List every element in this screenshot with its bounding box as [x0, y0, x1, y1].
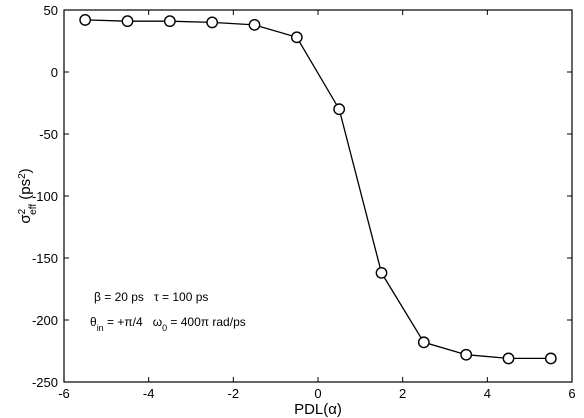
y-axis-title-unit-sup: 2	[17, 173, 28, 179]
series-line	[85, 19, 551, 360]
annotation-theta-rest: = +π/4	[104, 315, 143, 329]
data-point-marker	[333, 103, 346, 116]
y-tick-label: -50	[39, 127, 58, 142]
y-axis-title-sigma: σ	[17, 214, 34, 224]
data-point-marker	[544, 352, 557, 365]
y-axis-title-rest: (ps	[17, 179, 34, 204]
y-tick-label: -100	[32, 189, 58, 204]
x-tick-label: 2	[399, 386, 406, 401]
data-point-marker	[417, 336, 430, 349]
x-tick-label: -2	[228, 386, 240, 401]
y-axis-title-close: )	[17, 168, 34, 173]
annotation-theta: θ	[90, 315, 97, 329]
y-tick-label: 50	[44, 3, 58, 18]
x-tick-label: -6	[58, 386, 70, 401]
annotation-tau: τ = 100 ps	[154, 290, 208, 304]
data-point-marker	[206, 16, 219, 29]
x-tick-label: 0	[314, 386, 321, 401]
data-point-marker	[290, 31, 303, 44]
annotation-omega: ω	[153, 315, 162, 329]
data-point-marker	[502, 352, 515, 365]
y-axis-title-sup: 2	[17, 208, 28, 214]
y-axis-title-sub: eff	[28, 204, 39, 215]
y-tick-label: -200	[32, 313, 58, 328]
annotation-omega-rest: = 400π rad/ps	[167, 315, 246, 329]
y-tick-label: -150	[32, 251, 58, 266]
y-tick-label: -250	[32, 375, 58, 390]
y-axis-title: σ2eff (ps2)	[17, 168, 39, 223]
annotation-line-2: θin = +π/4 ω0 = 400π rad/ps	[90, 315, 246, 333]
x-tick-label: 4	[484, 386, 491, 401]
data-point-marker	[163, 15, 176, 28]
y-tick-label: 0	[51, 65, 58, 80]
data-point-marker	[79, 14, 92, 26]
x-axis-ticks: -6 -4 -2 0 2 4 6	[58, 10, 576, 401]
annotation-theta-sub: in	[97, 323, 104, 333]
data-point-marker	[460, 348, 473, 361]
data-point-marker	[248, 18, 261, 31]
data-point-marker	[375, 266, 388, 279]
series-layer	[79, 14, 557, 365]
data-point-marker	[121, 15, 134, 28]
y-axis-ticks: 50 0 -50 -100 -150 -200 -250	[32, 3, 572, 390]
x-tick-label: 6	[568, 386, 575, 401]
annotation-omega-sub: 0	[162, 323, 167, 333]
x-axis-title: PDL(α)	[294, 401, 342, 418]
annotation-beta: β = 20 ps	[94, 290, 144, 304]
x-tick-label: -4	[143, 386, 155, 401]
annotation-line-1: β = 20 ps τ = 100 ps	[94, 290, 208, 304]
